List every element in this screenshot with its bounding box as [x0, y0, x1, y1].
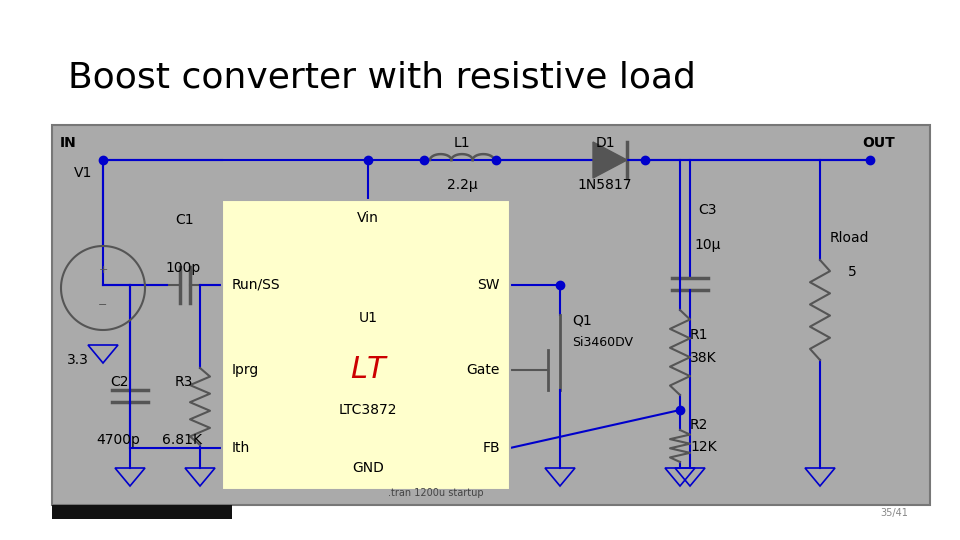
Text: R3: R3 [175, 375, 193, 389]
Text: Q1: Q1 [572, 313, 591, 327]
Text: Run/SS: Run/SS [232, 278, 280, 292]
Text: R2: R2 [690, 418, 708, 432]
Bar [52, 505, 232, 519]
Text: C1: C1 [175, 213, 194, 227]
Text: 12K: 12K [690, 440, 716, 454]
Text: LTC3872: LTC3872 [339, 403, 397, 417]
Text: FB: FB [482, 441, 500, 455]
Text: Ith: Ith [232, 441, 251, 455]
Text: 2.2μ: 2.2μ [446, 178, 477, 192]
Text: 5: 5 [848, 265, 856, 279]
Text: V1: V1 [74, 166, 92, 180]
Text: 6.81K: 6.81K [162, 433, 202, 447]
Text: 35/41: 35/41 [880, 508, 908, 518]
Text: 4700p: 4700p [96, 433, 140, 447]
Text: U1: U1 [358, 311, 377, 325]
Text: 10μ: 10μ [694, 238, 720, 252]
Text: OUT: OUT [862, 136, 895, 150]
Text: C3: C3 [698, 203, 716, 217]
Text: 1N5817: 1N5817 [578, 178, 633, 192]
Text: −: − [98, 300, 108, 310]
Text: GND: GND [352, 461, 384, 475]
Bar [222, 200, 510, 490]
Text: D1: D1 [595, 136, 614, 150]
Text: 100p: 100p [165, 261, 201, 275]
Text: C2: C2 [110, 375, 129, 389]
Text: Vin: Vin [357, 211, 379, 225]
Text: Gate: Gate [467, 363, 500, 377]
Polygon shape [593, 142, 627, 178]
Text: Iprg: Iprg [232, 363, 259, 377]
Text: Rload: Rload [830, 231, 870, 245]
Text: .tran 1200u startup: .tran 1200u startup [388, 488, 484, 498]
Text: Boost converter with resistive load: Boost converter with resistive load [68, 61, 696, 95]
Text: $\mathit{LT}$: $\mathit{LT}$ [350, 355, 390, 384]
Bar [52, 125, 930, 505]
Text: Si3460DV: Si3460DV [572, 335, 633, 348]
Text: SW: SW [477, 278, 500, 292]
Text: 3.3: 3.3 [67, 353, 89, 367]
Text: IN: IN [60, 136, 77, 150]
Text: R1: R1 [690, 328, 708, 342]
Text: L1: L1 [454, 136, 470, 150]
Text: +: + [98, 265, 108, 275]
Text: 38K: 38K [690, 351, 716, 365]
